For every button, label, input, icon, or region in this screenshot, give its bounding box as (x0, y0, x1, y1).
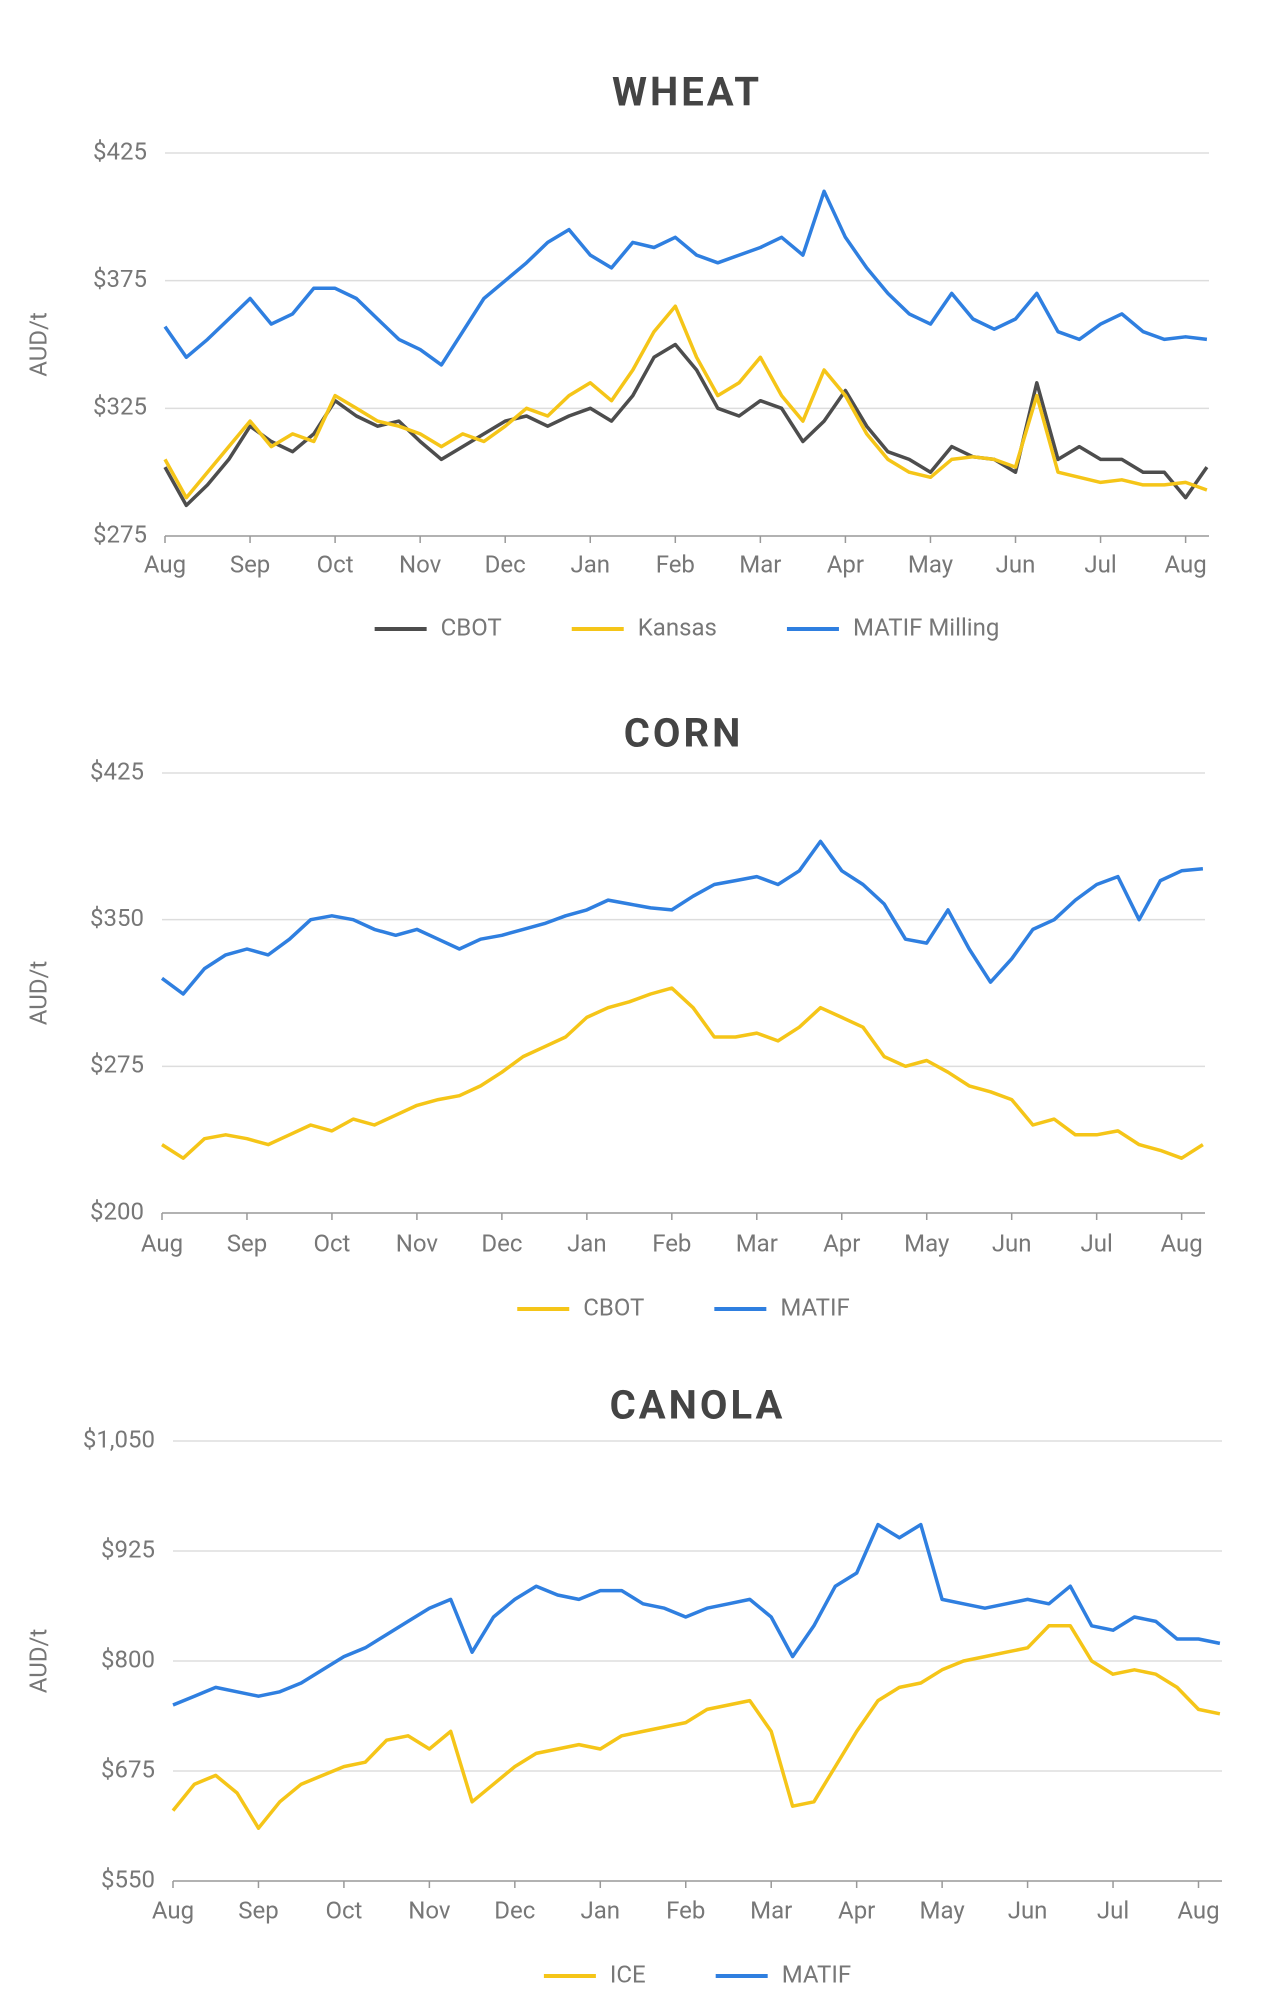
x-tick-label: Sep (230, 550, 270, 578)
legend: ICE MATIF (543, 1960, 851, 1988)
x-tick-label: Dec (494, 1896, 535, 1924)
x-tick-label: Aug (1177, 1896, 1219, 1924)
x-tick-label: Oct (317, 550, 354, 578)
line-series (163, 342, 1209, 508)
legend-label: ICE (610, 1960, 646, 1988)
legend-label: MATIF (780, 1293, 849, 1321)
line-series (171, 1624, 1221, 1830)
y-tick-label: $375 (93, 265, 147, 293)
y-tick-label: $1,050 (83, 1425, 155, 1453)
x-tick-label: Jan (581, 1896, 621, 1924)
x-tick-label: Jul (1084, 550, 1116, 578)
x-tick-label: Nov (396, 1229, 439, 1257)
y-tick-label: $200 (90, 1197, 144, 1225)
x-tick-label: Apr (823, 1229, 860, 1257)
x-tick-label: Aug (141, 1229, 183, 1257)
legend: CBOT MATIF (517, 1293, 850, 1321)
line-series (161, 986, 1204, 1160)
chart-title: WHEAT (612, 69, 762, 116)
legend-label: Kansas (638, 613, 717, 641)
x-tick-label: Jun (1008, 1896, 1048, 1924)
x-tick-label: Mar (736, 1229, 778, 1257)
line-series (160, 839, 1204, 996)
legend-label: CBOT (441, 613, 502, 641)
y-tick-label: $675 (101, 1755, 155, 1783)
y-axis-label: AUD/t (24, 1629, 52, 1694)
x-tick-label: May (904, 1229, 950, 1257)
x-tick-label: Sep (227, 1229, 267, 1257)
legend-label: CBOT (583, 1293, 644, 1321)
chart-title: CORN (624, 710, 744, 757)
x-tick-label: Aug (152, 1896, 194, 1924)
line-series (163, 304, 1208, 500)
chart-title: CANOLA (610, 1382, 786, 1429)
x-tick-label: Sep (238, 1896, 278, 1924)
x-tick-label: Feb (652, 1229, 691, 1257)
y-tick-label: $925 (101, 1535, 155, 1563)
x-tick-label: Dec (485, 550, 526, 578)
x-tick-label: Nov (399, 550, 442, 578)
x-tick-label: Oct (325, 1896, 362, 1924)
legend: CBOT Kansas MATIF Milling (374, 613, 999, 641)
x-tick-label: Jul (1097, 1896, 1129, 1924)
y-tick-label: $275 (93, 520, 147, 548)
legend-label: MATIF (782, 1960, 851, 1988)
x-tick-label: Mar (739, 550, 781, 578)
y-tick-label: $325 (93, 393, 147, 421)
line-series (163, 189, 1208, 367)
y-tick-label: $350 (90, 904, 144, 932)
x-tick-label: Dec (481, 1229, 522, 1257)
y-tick-label: $425 (90, 757, 144, 785)
x-tick-label: Apr (827, 550, 864, 578)
x-tick-label: Jun (992, 1229, 1032, 1257)
x-tick-label: Oct (313, 1229, 350, 1257)
x-tick-label: Apr (838, 1896, 875, 1924)
x-tick-label: Aug (1164, 550, 1206, 578)
y-axis-label: AUD/t (24, 312, 52, 377)
y-tick-label: $275 (90, 1051, 144, 1079)
x-tick-label: Nov (408, 1896, 451, 1924)
y-tick-label: $800 (101, 1645, 155, 1673)
x-tick-label: Jan (570, 550, 610, 578)
x-tick-label: May (920, 1896, 966, 1924)
x-tick-label: Jul (1081, 1229, 1113, 1257)
x-tick-label: Feb (656, 550, 695, 578)
x-tick-label: Jun (996, 550, 1036, 578)
y-tick-label: $550 (101, 1865, 155, 1893)
y-axis-label: AUD/t (24, 961, 52, 1026)
y-tick-label: $425 (93, 137, 147, 165)
x-tick-label: Feb (666, 1896, 705, 1924)
x-tick-label: Mar (750, 1896, 792, 1924)
x-tick-label: Jan (567, 1229, 607, 1257)
x-tick-label: Aug (1161, 1229, 1203, 1257)
x-tick-label: May (908, 550, 954, 578)
legend-label: MATIF Milling (853, 613, 999, 641)
x-tick-label: Aug (144, 550, 186, 578)
line-series (172, 1522, 1221, 1707)
